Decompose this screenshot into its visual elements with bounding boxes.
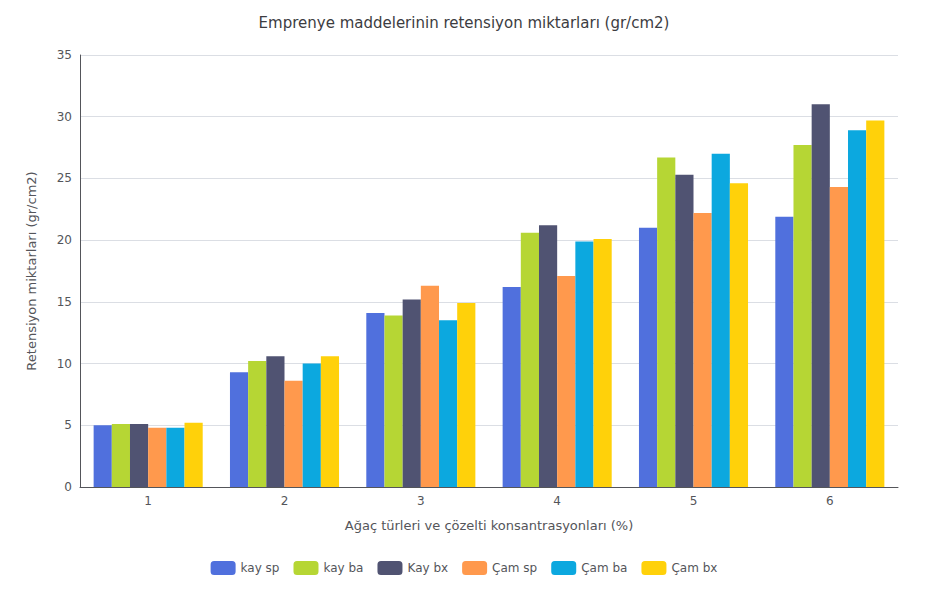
svg-text:1: 1 [144,494,152,508]
svg-text:25: 25 [57,171,72,185]
svg-text:20: 20 [57,233,72,247]
svg-text:Kay bx: Kay bx [407,561,448,575]
svg-text:Çam bx: Çam bx [671,561,717,575]
svg-text:10: 10 [57,357,72,371]
svg-text:Çam ba: Çam ba [581,561,627,575]
svg-text:6: 6 [826,494,834,508]
svg-text:2: 2 [281,494,289,508]
svg-text:Retensiyon miktarları (gr/cm2): Retensiyon miktarları (gr/cm2) [24,171,39,370]
svg-text:kay sp: kay sp [241,561,280,575]
svg-text:0: 0 [64,480,72,494]
svg-text:30: 30 [57,110,72,124]
svg-text:Ağaç türleri ve çözelti konsan: Ağaç türleri ve çözelti konsantrasyonlar… [345,518,633,533]
svg-text:35: 35 [57,48,72,62]
svg-text:Emprenye maddelerinin retensiy: Emprenye maddelerinin retensiyon miktarl… [259,14,670,32]
svg-text:5: 5 [64,418,72,432]
svg-text:Çam sp: Çam sp [492,561,537,575]
svg-text:15: 15 [57,295,72,309]
svg-text:4: 4 [553,494,561,508]
svg-text:kay ba: kay ba [323,561,363,575]
svg-text:3: 3 [417,494,425,508]
svg-text:5: 5 [690,494,698,508]
